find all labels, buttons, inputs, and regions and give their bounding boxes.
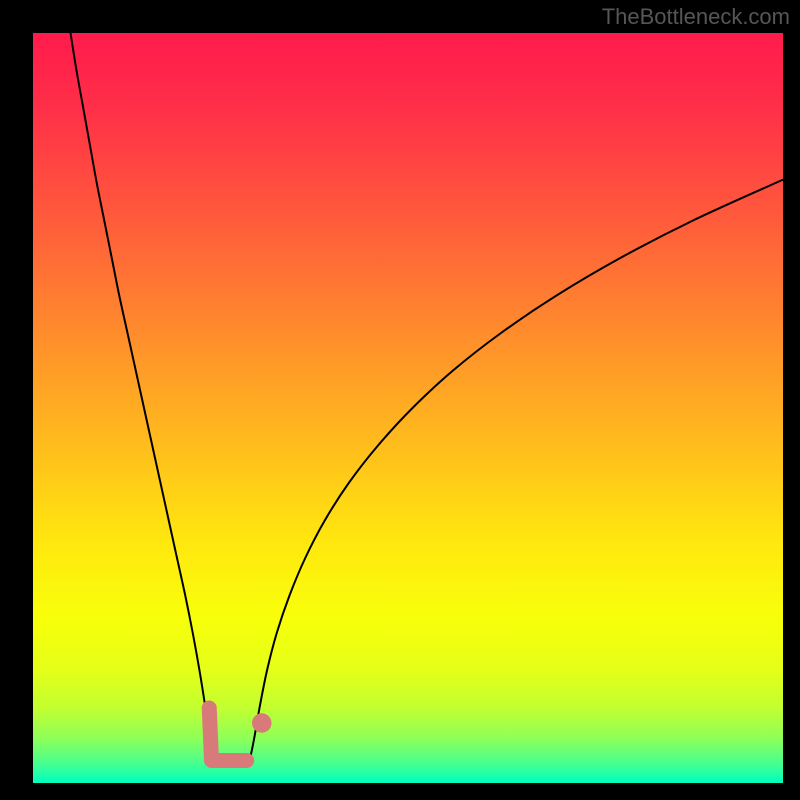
highlight-dot-marker [252, 713, 272, 733]
chart-frame: TheBottleneck.com [0, 0, 800, 800]
plot-background [33, 33, 783, 783]
bottleneck-curve-chart [0, 0, 800, 800]
watermark-text: TheBottleneck.com [602, 4, 790, 30]
